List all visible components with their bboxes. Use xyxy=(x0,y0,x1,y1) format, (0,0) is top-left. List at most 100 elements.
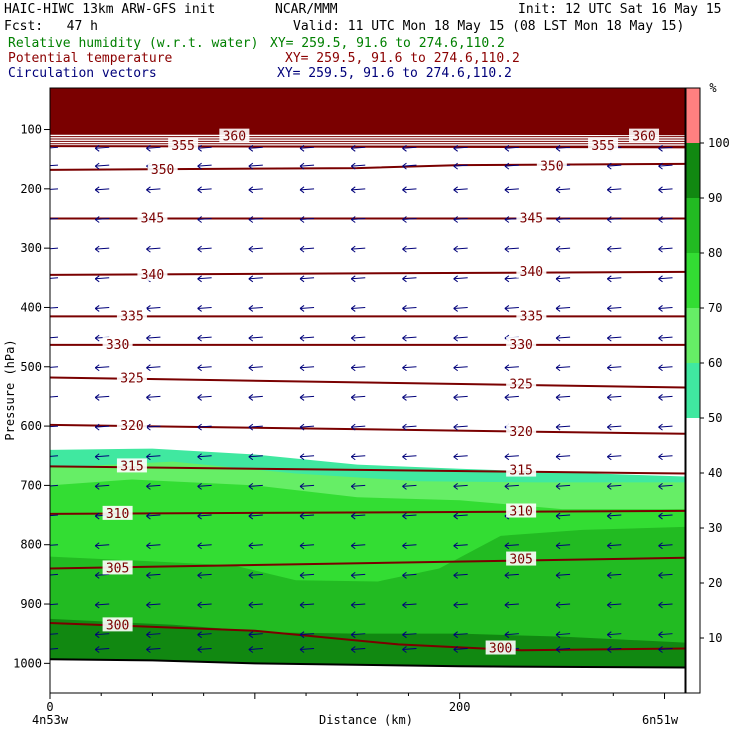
colorbar-tick-label: 70 xyxy=(708,301,722,315)
wind-vector xyxy=(607,573,622,576)
wind-vector xyxy=(556,484,571,487)
wind-vector xyxy=(607,484,622,487)
wind-vector xyxy=(658,425,673,428)
wind-vector xyxy=(50,217,59,220)
theta-label: 310 xyxy=(106,507,129,522)
wind-vector-head xyxy=(504,483,510,490)
wind-vector xyxy=(504,164,519,167)
wind-vector xyxy=(50,247,59,250)
wind-vector xyxy=(556,603,571,606)
wind-vector-head xyxy=(555,571,561,579)
wind-vector-head xyxy=(44,216,48,222)
wind-vector xyxy=(658,277,673,280)
theta-label-bg xyxy=(102,617,133,632)
terrain-line xyxy=(50,658,685,669)
wind-vector-head xyxy=(504,245,510,253)
theta-label: 300 xyxy=(106,618,129,633)
wind-vector-head xyxy=(299,423,305,431)
wind-vector xyxy=(556,277,571,280)
colorbar-swatch-80 xyxy=(686,198,700,253)
wind-vector xyxy=(402,395,417,398)
wind-vector-head xyxy=(555,186,561,194)
wind-vector xyxy=(351,648,366,651)
colorbar-tick-label: 90 xyxy=(708,191,722,205)
theta-label-bg xyxy=(116,308,147,323)
wind-vector-head xyxy=(94,483,100,490)
wind-vector-head xyxy=(146,245,151,253)
wind-vector-head xyxy=(44,572,48,578)
wind-vector xyxy=(658,514,673,517)
wind-vector xyxy=(146,425,161,428)
wind-vector xyxy=(351,164,366,167)
wind-vector-head xyxy=(607,631,612,639)
wind-vector-head xyxy=(607,275,612,283)
wind-vector-head xyxy=(146,305,151,312)
wind-vector xyxy=(351,544,366,547)
wind-vector xyxy=(453,633,468,636)
wind-vector-head xyxy=(248,186,254,194)
wind-vector-head xyxy=(607,216,612,223)
y-tick-label: 200 xyxy=(20,182,42,196)
wind-vector-head xyxy=(197,305,202,312)
wind-vector xyxy=(300,247,315,250)
colorbar-border xyxy=(685,87,701,694)
field-1-xy: XY= 259.5, 91.6 to 274.6,110.2 xyxy=(270,36,505,51)
theta-label: 345 xyxy=(141,211,164,226)
wind-vector xyxy=(95,146,110,149)
wind-vector-head xyxy=(402,305,407,312)
wind-vector xyxy=(351,277,366,280)
wind-vector xyxy=(504,544,519,547)
wind-vector xyxy=(453,146,468,149)
wind-vector-head xyxy=(248,423,254,431)
wind-vector-head xyxy=(453,305,458,312)
wind-vector-head xyxy=(402,601,407,609)
wind-vector xyxy=(248,455,263,458)
wind-vector xyxy=(197,603,212,606)
wind-vector xyxy=(453,188,468,191)
theta-label-bg xyxy=(102,560,133,575)
wind-vector xyxy=(146,188,161,191)
wind-vector-head xyxy=(658,334,663,342)
wind-vector xyxy=(146,306,161,309)
wind-vector-head xyxy=(248,631,254,639)
wind-vector-head xyxy=(197,162,202,170)
wind-vector-head xyxy=(248,162,254,170)
wind-vector xyxy=(453,395,468,398)
wind-vector-head xyxy=(350,631,356,639)
wind-vector-head xyxy=(146,631,151,639)
wind-vector-head xyxy=(658,162,663,170)
theta-contour-310 xyxy=(50,509,685,515)
wind-vector-head xyxy=(555,245,561,253)
wind-vector xyxy=(300,633,315,636)
wind-vector xyxy=(351,484,366,487)
theta-label-bg xyxy=(506,462,537,477)
wind-vector-head xyxy=(453,423,458,431)
wind-vector xyxy=(146,395,161,398)
wind-vector xyxy=(248,573,263,576)
wind-vector xyxy=(351,395,366,398)
wind-vector xyxy=(146,336,161,339)
wind-vector-head xyxy=(658,423,663,431)
wind-vector-head xyxy=(658,245,663,253)
wind-vector-head xyxy=(555,453,561,461)
wind-vector xyxy=(453,484,468,487)
wind-vector xyxy=(50,455,59,457)
wind-vector-head xyxy=(453,483,458,490)
wind-vector-head xyxy=(248,305,254,312)
x-start-location: 4n53w xyxy=(32,713,69,727)
wind-vector xyxy=(50,633,59,635)
wind-vector-head xyxy=(44,602,48,608)
wind-vector-head xyxy=(504,305,510,312)
wind-vector-head xyxy=(402,162,407,170)
wind-vector xyxy=(658,336,673,339)
wind-vector-head xyxy=(248,144,254,152)
wind-vector xyxy=(504,366,519,369)
wind-vector xyxy=(50,164,59,167)
wind-vector-head xyxy=(248,483,254,490)
wind-vector-head xyxy=(453,245,458,253)
theta-label: 335 xyxy=(520,309,543,324)
wind-vector-head xyxy=(504,162,510,170)
wind-vector xyxy=(197,544,212,547)
wind-vector xyxy=(197,395,212,398)
